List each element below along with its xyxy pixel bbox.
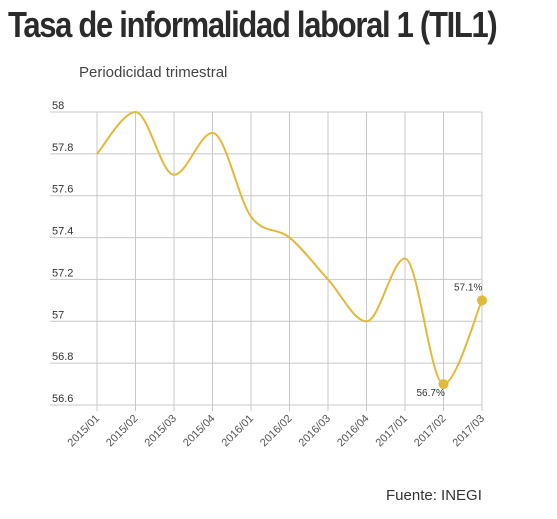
y-axis-ticks: 58 57.8 57.6 57.4 57.2 57 56.8 56.6 (52, 100, 73, 405)
y-tick-label: 57.2 (52, 267, 73, 279)
y-tick-label: 57.4 (52, 226, 73, 238)
x-tick-label: 2016/04 (335, 413, 372, 450)
x-axis-ticks: 2015/01 2015/02 2015/03 2015/04 2016/01 2016/… (66, 413, 488, 450)
x-tick-label: 2015/04 (181, 413, 218, 450)
y-tick-label: 57 (52, 309, 64, 321)
data-points (438, 295, 487, 390)
series-line (96, 110, 483, 386)
x-tick-label: 2016/03 (297, 413, 334, 450)
x-tick-label: 2016/02 (258, 413, 295, 450)
x-tick-label: 2017/03 (451, 413, 488, 450)
series-line-path (96, 110, 483, 386)
chart-subtitle: Periodicidad trimestral (79, 64, 228, 81)
x-tick-label: 2015/01 (66, 413, 103, 450)
y-tick-label: 58 (52, 100, 64, 112)
data-labels: 56.7% 57.1% (417, 282, 483, 399)
x-tick-label: 2017/02 (412, 413, 449, 450)
y-tick-label: 57.6 (52, 184, 73, 196)
source-note: Fuente: INEGI (386, 487, 482, 504)
data-point (477, 295, 487, 306)
x-tick-label: 2015/03 (143, 413, 180, 450)
grid (50, 111, 483, 411)
chart-title: Tasa de informalidad laboral 1 (TIL1) (8, 4, 498, 45)
data-point (438, 379, 449, 390)
y-tick-label: 57.8 (52, 142, 73, 154)
x-tick-label: 2017/01 (374, 413, 411, 450)
data-label: 56.7% (417, 388, 445, 399)
y-tick-label: 56.6 (52, 393, 73, 405)
x-tick-label: 2015/02 (104, 413, 141, 450)
data-label: 57.1% (454, 282, 482, 293)
y-tick-label: 56.8 (52, 351, 73, 363)
x-tick-label: 2016/01 (220, 413, 257, 450)
